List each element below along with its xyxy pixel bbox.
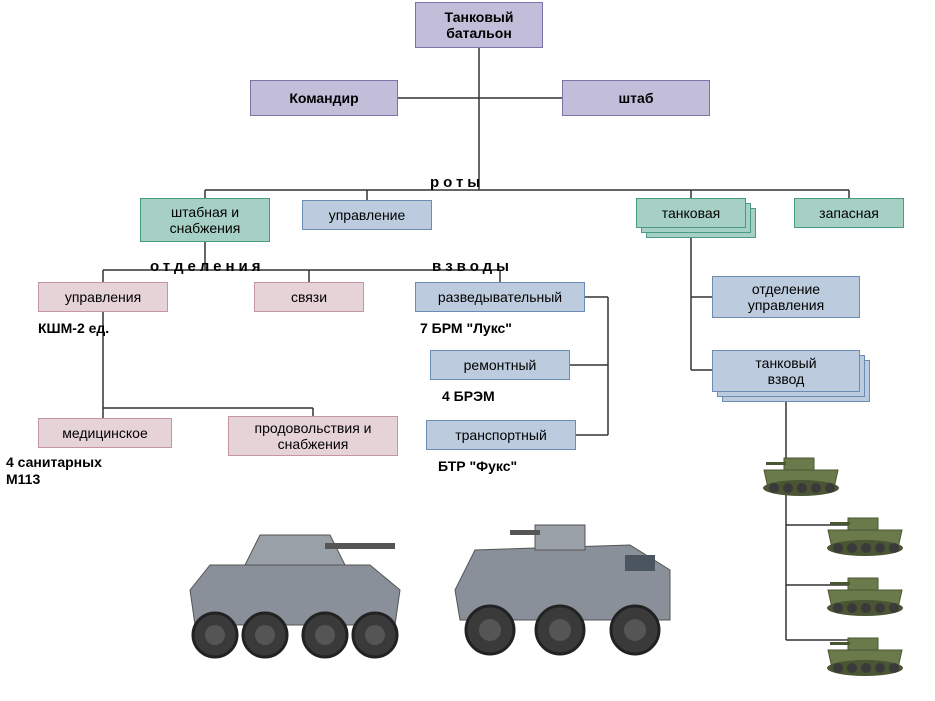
box-staff: штаб bbox=[562, 80, 710, 116]
vehicle-fuchs-icon bbox=[440, 490, 690, 670]
box-supply: продовольствия и снабжения bbox=[228, 416, 398, 456]
box-tank-stack: танковая bbox=[636, 198, 746, 228]
caption-btr: БТР "Фукс" bbox=[438, 458, 517, 474]
box-transport: транспортный bbox=[426, 420, 576, 450]
box-medical: медицинское bbox=[38, 418, 172, 448]
box-commander: Командир bbox=[250, 80, 398, 116]
tank-icon bbox=[756, 448, 846, 498]
box-recon: разведывательный bbox=[415, 282, 585, 312]
tank-icon bbox=[820, 568, 910, 618]
hq-supply-label: штабная и снабжения bbox=[170, 204, 241, 236]
supply-label: продовольствия и снабжения bbox=[255, 420, 372, 452]
caption-brem: 4 БРЭМ bbox=[442, 388, 495, 404]
box-tank-platoon-stack: танковый взвод bbox=[712, 350, 860, 392]
staff-label: штаб bbox=[619, 90, 654, 106]
section-otdel: отделения bbox=[150, 258, 265, 275]
transport-label: транспортный bbox=[455, 427, 547, 443]
box-control-dept: отделение управления bbox=[712, 276, 860, 318]
roty-control-label: управление bbox=[329, 207, 406, 223]
box-reserve: запасная bbox=[794, 198, 904, 228]
tank-platoon-label: танковый взвод bbox=[755, 355, 816, 387]
section-roty: роты bbox=[430, 174, 484, 191]
section-vzvody: взводы bbox=[432, 258, 513, 275]
box-hq-supply: штабная и снабжения bbox=[140, 198, 270, 242]
caption-kshm: КШМ-2 ед. bbox=[38, 320, 109, 336]
box-otdel-control: управления bbox=[38, 282, 168, 312]
medical-label: медицинское bbox=[62, 425, 148, 441]
control-dept-label: отделение управления bbox=[748, 281, 824, 313]
otdel-control-label: управления bbox=[65, 289, 141, 305]
box-roty-control: управление bbox=[302, 200, 432, 230]
box-root: Танковый батальон bbox=[415, 2, 543, 48]
tank-icon bbox=[820, 628, 910, 678]
vehicle-luchs-icon bbox=[170, 495, 420, 675]
commander-label: Командир bbox=[289, 90, 358, 106]
tank-label: танковая bbox=[662, 205, 721, 221]
recon-label: разведывательный bbox=[438, 289, 562, 305]
signals-label: связи bbox=[291, 289, 327, 305]
caption-brm: 7 БРМ "Лукс" bbox=[420, 320, 512, 336]
box-repair: ремонтный bbox=[430, 350, 570, 380]
tank-icon bbox=[820, 508, 910, 558]
reserve-label: запасная bbox=[819, 205, 879, 221]
caption-med: 4 санитарных М113 bbox=[6, 454, 102, 488]
box-signals: связи bbox=[254, 282, 364, 312]
root-label: Танковый батальон bbox=[445, 9, 514, 41]
repair-label: ремонтный bbox=[464, 357, 537, 373]
